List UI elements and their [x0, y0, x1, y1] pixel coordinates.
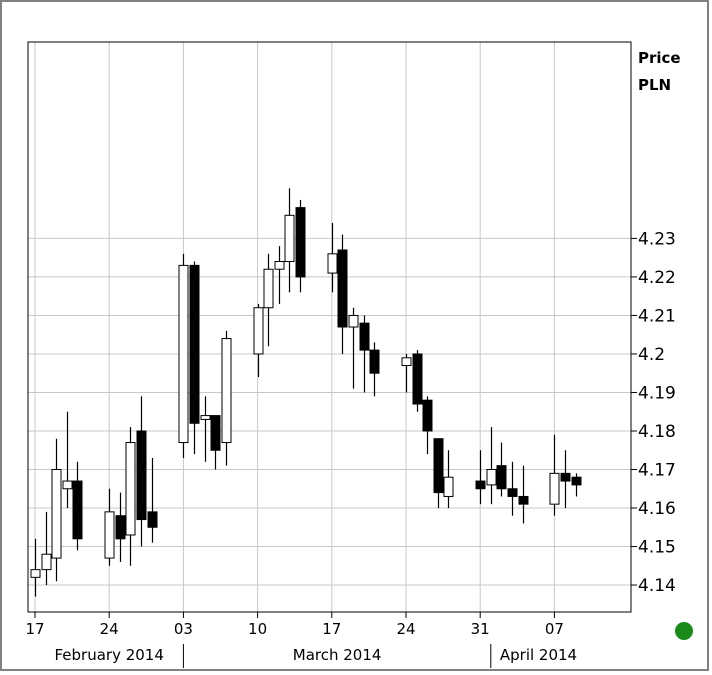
- month-label: April 2014: [500, 646, 577, 664]
- plot-area-border: [27, 41, 632, 613]
- candle-body-up: [178, 264, 189, 444]
- candle-body-up: [221, 338, 232, 444]
- candle-body-down: [412, 353, 423, 405]
- candle-body-down: [337, 249, 348, 328]
- candle-body-down: [295, 207, 306, 278]
- candle-body-up: [401, 357, 412, 367]
- candle-body-up: [253, 307, 264, 355]
- candle-body-up: [549, 472, 560, 505]
- x-tick-label: 03: [174, 620, 193, 638]
- candle-body-up: [104, 511, 115, 559]
- status-indicator-icon: [675, 622, 693, 640]
- y-axis-unit: PLN: [638, 76, 671, 94]
- y-tick-label: 4.17: [638, 461, 676, 481]
- month-label: March 2014: [293, 646, 382, 664]
- candle-body-up: [41, 553, 52, 571]
- candle-body-up: [51, 469, 62, 559]
- candle-body-down: [369, 349, 380, 374]
- x-tick-label: 17: [25, 620, 44, 638]
- candle-body-down: [422, 399, 433, 432]
- x-tick-label: 07: [545, 620, 564, 638]
- candle-body-down: [115, 515, 126, 540]
- x-tick-label: 10: [248, 620, 267, 638]
- y-tick-label: 4.19: [638, 383, 676, 403]
- candle-body-down: [507, 488, 518, 497]
- y-tick-label: 4.16: [638, 499, 676, 519]
- candles: [30, 188, 582, 597]
- y-axis: 4.14 4.15 4.16 4.17 4.18 4.19 4.2 4.21 4.22 4.23: [631, 229, 676, 596]
- month-label: February 2014: [54, 646, 163, 664]
- candle-body-down: [147, 511, 158, 528]
- candle-body-up: [284, 214, 295, 263]
- candle-body-up: [327, 253, 338, 274]
- candle-body-up: [200, 415, 211, 420]
- candle-body-down: [560, 472, 571, 482]
- y-tick-label: 4.15: [638, 538, 676, 558]
- x-tick-label: 31: [471, 620, 490, 638]
- candle-body-down: [433, 438, 444, 494]
- x-tick-label: 17: [322, 620, 341, 638]
- candle-body-up: [30, 569, 41, 578]
- x-tick-label: 24: [396, 620, 415, 638]
- y-tick-label: 4.2: [638, 345, 665, 365]
- x-tick-label: 24: [100, 620, 119, 638]
- y-tick-label: 4.14: [638, 576, 676, 596]
- candle-body-down: [72, 480, 83, 540]
- y-tick-label: 4.21: [638, 306, 676, 326]
- y-tick-label: 4.18: [638, 422, 676, 442]
- candle-body-up: [486, 469, 497, 486]
- candle-body-up: [62, 480, 73, 490]
- y-tick-label: 4.22: [638, 268, 676, 288]
- candle-body-down: [496, 465, 507, 490]
- candle-body-up: [443, 476, 454, 497]
- candle-body-down: [210, 415, 221, 451]
- candle-body-down: [518, 495, 529, 505]
- candle-body-down: [475, 480, 486, 490]
- candle-body-up: [125, 442, 136, 536]
- candle-body-down: [359, 322, 370, 351]
- candle-body-down: [189, 264, 200, 424]
- candle-body-up: [263, 268, 274, 309]
- candle-body-down: [136, 430, 147, 521]
- candle-body-up: [274, 261, 285, 270]
- candle-body-down: [571, 476, 582, 486]
- month-axis: February 2014 March 2014 April 2014: [54, 644, 577, 668]
- y-tick-label: 4.23: [638, 229, 676, 249]
- x-axis: 17 24 03 10 17 24 31 07: [25, 612, 564, 638]
- y-axis-label: Price: [638, 49, 681, 67]
- candle-body-up: [348, 314, 359, 328]
